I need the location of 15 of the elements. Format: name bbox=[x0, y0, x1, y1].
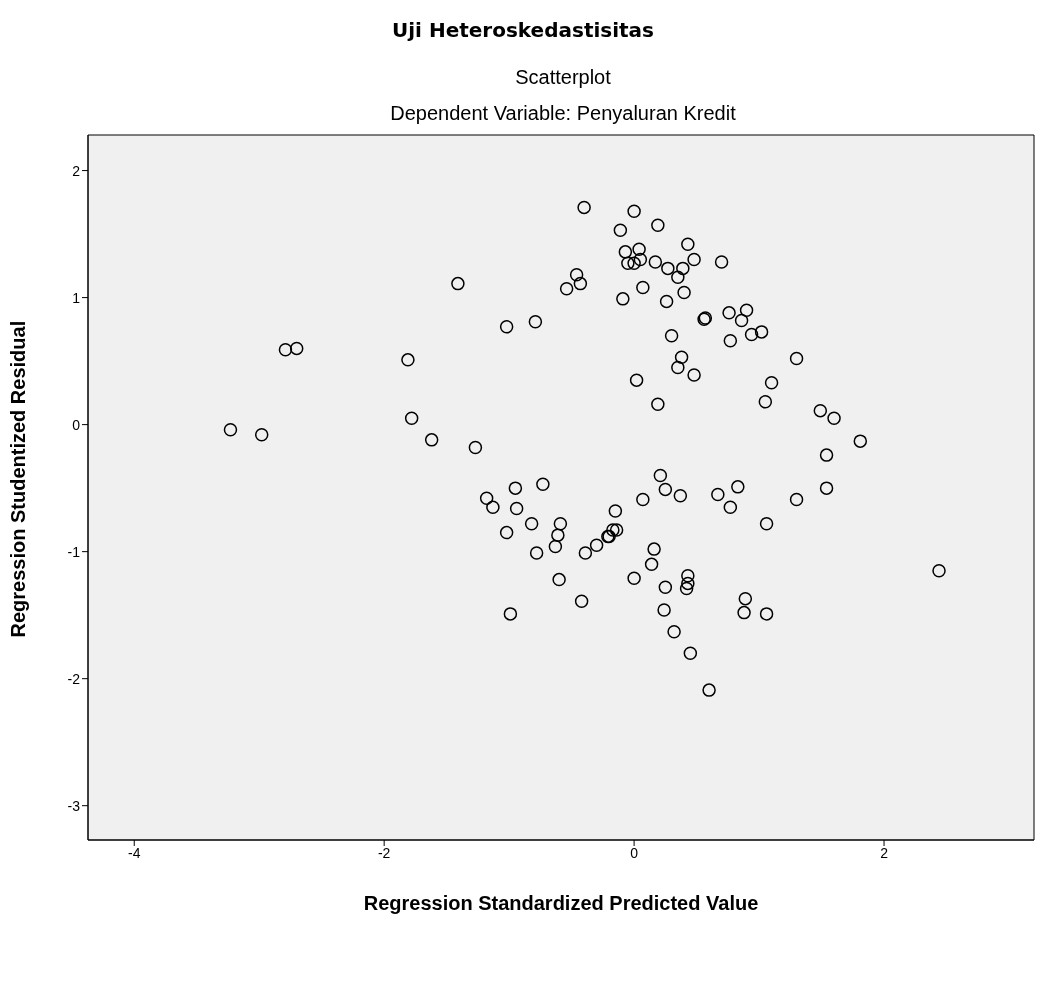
x-tick-label: 0 bbox=[630, 844, 639, 861]
text: Uji Heteroskedastisitas bbox=[391, 17, 655, 44]
y-tick-label: 0 bbox=[72, 416, 81, 433]
y-tick-label: 1 bbox=[72, 289, 81, 306]
y-axis-title: Regression Studentized Residual bbox=[7, 320, 30, 638]
x-axis-title: Regression Standardized Predicted Value bbox=[363, 892, 759, 914]
y-tick-label: -2 bbox=[67, 670, 81, 687]
x-tick-label: -4 bbox=[128, 844, 141, 861]
x-tick-label: -2 bbox=[377, 844, 391, 861]
chart-title: Scatterplot bbox=[514, 65, 612, 90]
y-tick-label: -1 bbox=[67, 543, 81, 560]
chart-subtitle: Dependent Variable: Penyaluran Kredit bbox=[389, 101, 737, 126]
y-tick-label: -3 bbox=[67, 797, 81, 814]
y-tick-label: 2 bbox=[72, 162, 81, 179]
x-tick-label: 2 bbox=[880, 844, 889, 861]
